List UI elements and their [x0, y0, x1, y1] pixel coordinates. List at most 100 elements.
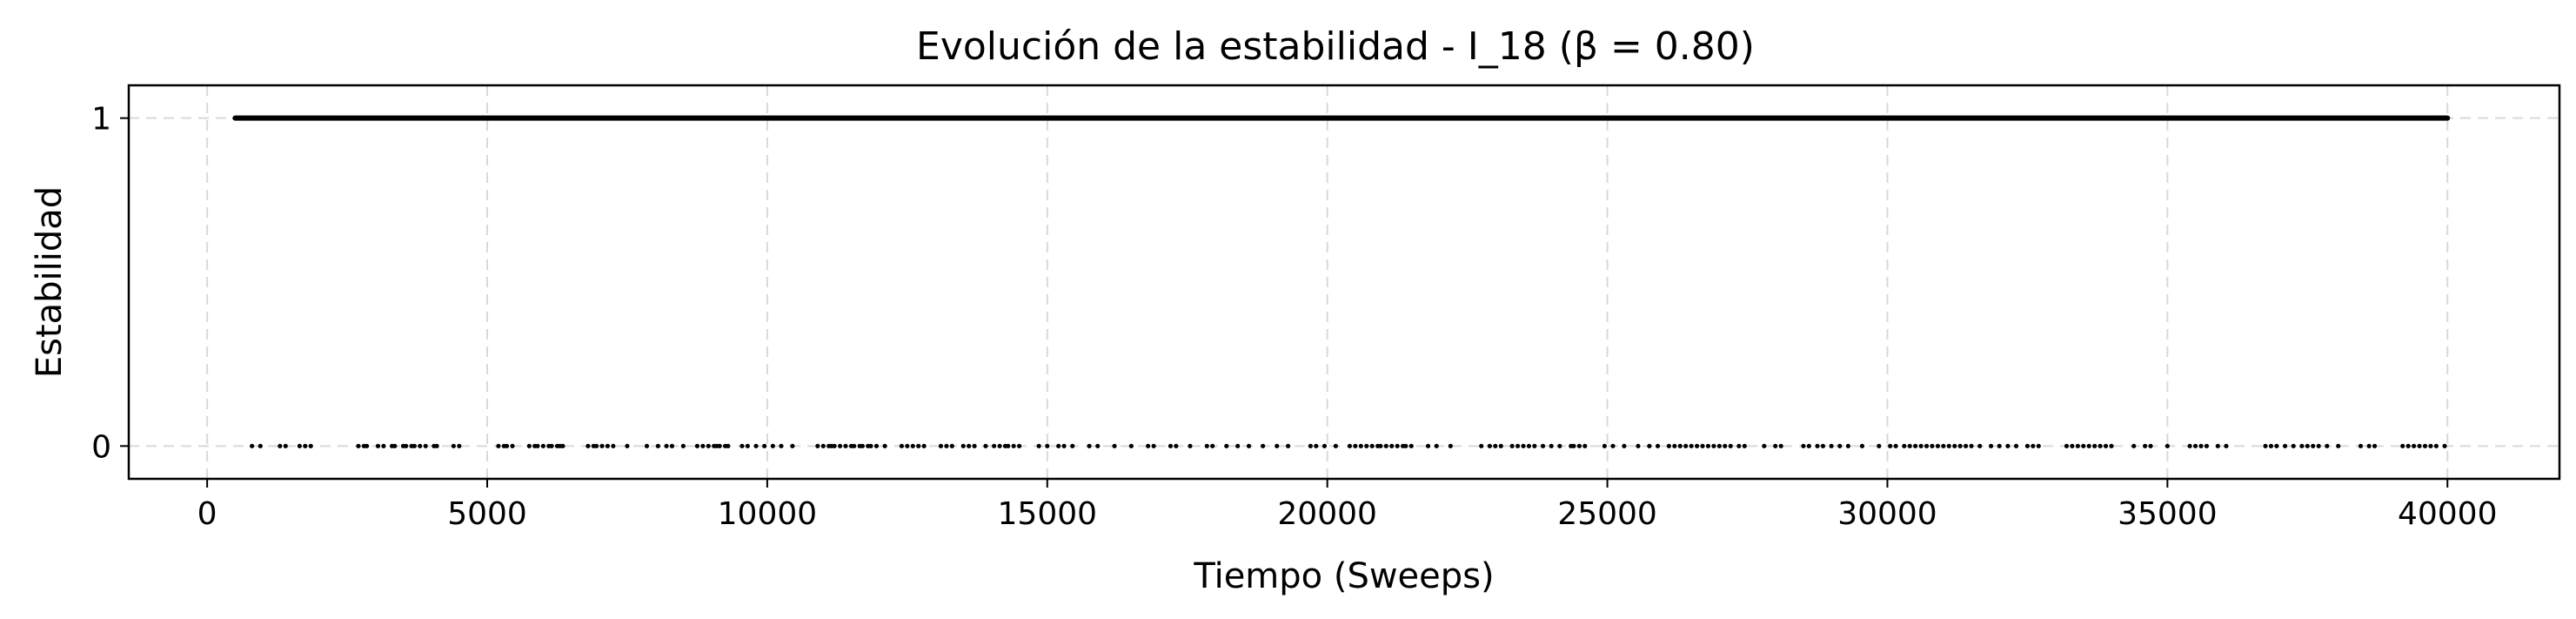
data-point [1963, 443, 1969, 448]
data-point [496, 443, 501, 448]
data-point [1369, 443, 1375, 448]
data-point [1977, 443, 1983, 448]
data-point [1902, 443, 1907, 448]
data-point [1576, 443, 1582, 448]
data-point [1736, 443, 1742, 448]
data-point [1087, 443, 1092, 448]
data-point [2036, 443, 2041, 448]
grid [129, 85, 2559, 479]
data-point [905, 443, 910, 448]
data-point [899, 443, 905, 448]
data-point [258, 443, 263, 448]
data-point [2092, 443, 2098, 448]
data-point [2148, 443, 2153, 448]
data-point [510, 443, 515, 448]
data-point [1389, 443, 1395, 448]
data-point [1321, 443, 1328, 448]
data-point [2336, 443, 2341, 448]
data-point [944, 443, 949, 448]
data-point [2433, 443, 2439, 448]
data-point [1952, 443, 1957, 448]
data-point [1526, 443, 1532, 448]
data-point [1017, 443, 1022, 448]
data-point [593, 443, 599, 448]
data-point [1829, 443, 1834, 448]
data-point [1557, 443, 1562, 448]
data-point [1056, 443, 1061, 448]
data-point [1479, 443, 1484, 448]
data-point [434, 443, 439, 448]
data-point [540, 443, 545, 448]
data-point [1174, 443, 1179, 448]
y-tick-label: 1 [91, 102, 111, 138]
data-point [916, 443, 921, 448]
data-point [997, 443, 1002, 448]
data-point [1204, 443, 1209, 448]
data-point [1112, 443, 1117, 448]
data-point [1677, 443, 1683, 448]
data-point [1762, 443, 1767, 448]
data-point [1364, 443, 1369, 448]
x-tick-label: 15000 [998, 496, 1098, 532]
data-point [1146, 443, 1151, 448]
data-point [599, 443, 605, 448]
data-point [2372, 443, 2378, 448]
data-point [1957, 443, 1963, 448]
data-point [1806, 443, 1811, 448]
data-point [815, 443, 820, 448]
data-point [717, 443, 722, 448]
data-point [1997, 443, 2002, 448]
data-point [283, 443, 288, 448]
data-point [1672, 443, 1677, 448]
data-point [882, 443, 887, 448]
data-point [1070, 443, 1075, 448]
data-point [1286, 443, 1291, 448]
data-point [1711, 443, 1716, 448]
data-point [392, 443, 398, 448]
data-point [1395, 443, 1400, 448]
data-point [2412, 443, 2417, 448]
data-point [1930, 443, 1935, 448]
data-point [1493, 443, 1498, 448]
data-point [560, 443, 565, 448]
data-point [1636, 443, 1641, 448]
data-point [549, 443, 554, 448]
data-point [2358, 443, 2364, 448]
data-point [1011, 443, 1016, 448]
data-point [921, 443, 927, 448]
data-point [250, 443, 255, 448]
data-point [1532, 443, 1537, 448]
data-point [983, 443, 988, 448]
data-point [1571, 443, 1576, 448]
data-point [1742, 443, 1747, 448]
data-point [1700, 443, 1705, 448]
data-point [278, 443, 283, 448]
data-point [1509, 443, 1515, 448]
data-point [2131, 443, 2137, 448]
data-point [1716, 443, 1722, 448]
data-point [1188, 443, 1193, 448]
data-point [832, 443, 837, 448]
data-point [411, 443, 417, 448]
data-point [2311, 443, 2316, 448]
data-point [2005, 443, 2011, 448]
data-point [2098, 443, 2103, 448]
data-point [992, 443, 997, 448]
x-axis: 0 5000 10000 15000 20000 25000 30000 35000 40000 [197, 479, 2498, 532]
data-point [2299, 443, 2305, 448]
data-point [2325, 443, 2330, 448]
data-point [404, 443, 409, 448]
data-point [1988, 443, 1994, 448]
x-tick-label: 30000 [1837, 496, 1937, 532]
data-point [1308, 443, 1313, 448]
data-point [2024, 443, 2031, 448]
data-point [1045, 443, 1050, 448]
data-point [1358, 443, 1363, 448]
data-point [1378, 443, 1383, 448]
y-axis: 01 [91, 102, 129, 465]
data-point [1095, 443, 1101, 448]
data-point [1347, 443, 1353, 448]
data-point [1689, 443, 1694, 448]
data-point [2366, 443, 2372, 448]
